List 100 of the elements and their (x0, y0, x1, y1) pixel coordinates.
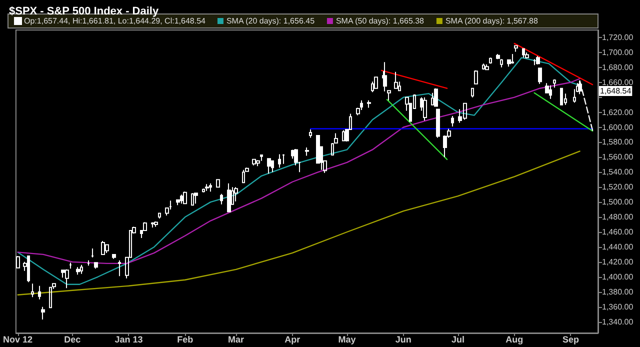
candlestick (305, 146, 309, 156)
y-tick-label: 1,600.00 (602, 122, 634, 132)
candlestick (242, 169, 245, 184)
y-tick-label: 1,700.00 (602, 48, 634, 57)
y-tick-label: 1,460.00 (602, 228, 634, 236)
candlestick (451, 116, 454, 128)
y-tick-label: 1,360.00 (602, 302, 634, 312)
candlestick (282, 154, 285, 164)
y-tick-label: 1,720.00 (602, 32, 634, 42)
candlestick (191, 192, 194, 206)
candlestick (69, 262, 72, 270)
legend-label: SMA (50 days): 1,665.38 (336, 16, 425, 26)
line-series (17, 78, 580, 264)
text: 1,648.54 (600, 86, 632, 96)
candlestick (216, 179, 220, 188)
y-tick-label: 1,400.00 (602, 272, 634, 282)
candlestick (205, 184, 209, 192)
x-tick-label: Apr (284, 334, 301, 344)
candlestick (278, 154, 281, 168)
y-tick-label: 1,480.00 (602, 212, 634, 222)
candlestick (180, 194, 183, 204)
candlestick (309, 129, 312, 138)
candlestick (158, 212, 161, 220)
y-tick-label: 1,580.00 (602, 138, 634, 147)
y-tick-label: 1,680.00 (602, 62, 634, 72)
candlestick (496, 53, 500, 60)
candlestick (227, 182, 231, 212)
candlestick (431, 92, 434, 106)
candlestick (209, 182, 212, 192)
y-tick-label: 1,380.00 (602, 287, 634, 296)
candlestick (367, 100, 371, 108)
candlestick (118, 260, 121, 277)
candlestick (525, 52, 529, 59)
candlestick (489, 57, 492, 64)
candlestick (65, 268, 69, 289)
candlestick (271, 160, 274, 173)
candlestick (522, 48, 525, 58)
candlestick (202, 188, 205, 193)
candlestick (112, 254, 116, 260)
candlestick (394, 71, 398, 89)
x-tick-label: Sep (562, 334, 580, 344)
y-tick-label: 1,520.00 (602, 182, 634, 192)
y-tick-label: 1,440.00 (602, 242, 634, 252)
candlestick (423, 96, 427, 122)
candlestick (342, 130, 345, 142)
candlestick (434, 88, 438, 107)
candlestick (183, 192, 187, 204)
candlestick (538, 68, 542, 84)
candlestick (31, 283, 34, 298)
x-tick-label: Jun (395, 334, 412, 344)
x-tick-label: Jan 13 (114, 334, 143, 344)
y-tick-label: 1,420.00 (602, 257, 634, 266)
candlestick (41, 306, 45, 320)
candlestick (27, 255, 30, 283)
x-tick-label: Jul (451, 334, 464, 344)
y-tick-label: 1,500.00 (602, 198, 634, 207)
candlestick (94, 262, 98, 270)
x-tick-label: Aug (506, 334, 524, 344)
legend-label: Op:1,657.44, Hi:1,661.81, Lo:1,644.29, Cl:1,648.54 (24, 16, 206, 26)
candlestick (549, 84, 552, 100)
candlestick (234, 186, 238, 202)
candlestick (76, 266, 80, 276)
candlestick (514, 45, 518, 52)
candlestick (387, 90, 391, 101)
candlestick (49, 286, 52, 308)
y-tick-label: 1,540.00 (602, 168, 634, 177)
candlestick (474, 70, 478, 84)
x-tick-label: May (338, 334, 356, 344)
candlestick (220, 193, 223, 205)
candlestick (194, 192, 198, 204)
candlestick (151, 222, 154, 228)
candlestick (436, 108, 440, 138)
candlestick (91, 248, 94, 258)
candlestick (16, 255, 20, 268)
candlestick (485, 64, 489, 70)
line-series (17, 150, 580, 296)
candlestick (105, 244, 109, 254)
y-tick-label: 1,560.00 (602, 152, 634, 162)
candlestick (560, 88, 563, 106)
candlestick (267, 158, 271, 174)
chart-title: $SPX - S&P 500 Index - Daily (9, 6, 160, 18)
candlestick (80, 264, 83, 274)
candlestick (87, 260, 90, 266)
x-tick-label: Dec (64, 334, 81, 344)
candlestick (553, 78, 556, 88)
candlestick (536, 56, 540, 65)
candlestick (482, 63, 485, 70)
candlestick (101, 240, 105, 255)
candlestick (511, 53, 514, 64)
candlestick (252, 158, 256, 166)
candlestick (38, 285, 41, 300)
candlestick (471, 88, 474, 98)
y-tick-label: 1,660.00 (602, 78, 634, 87)
y-tick-label: 1,340.00 (602, 317, 634, 326)
candlestick (500, 58, 503, 68)
x-tick-label: Feb (177, 334, 194, 344)
legend-label: SMA (20 days): 1,656.45 (226, 16, 316, 26)
candlestick (154, 221, 158, 228)
y-tick-label: 1,620.00 (602, 108, 634, 117)
candlestick (533, 58, 536, 66)
